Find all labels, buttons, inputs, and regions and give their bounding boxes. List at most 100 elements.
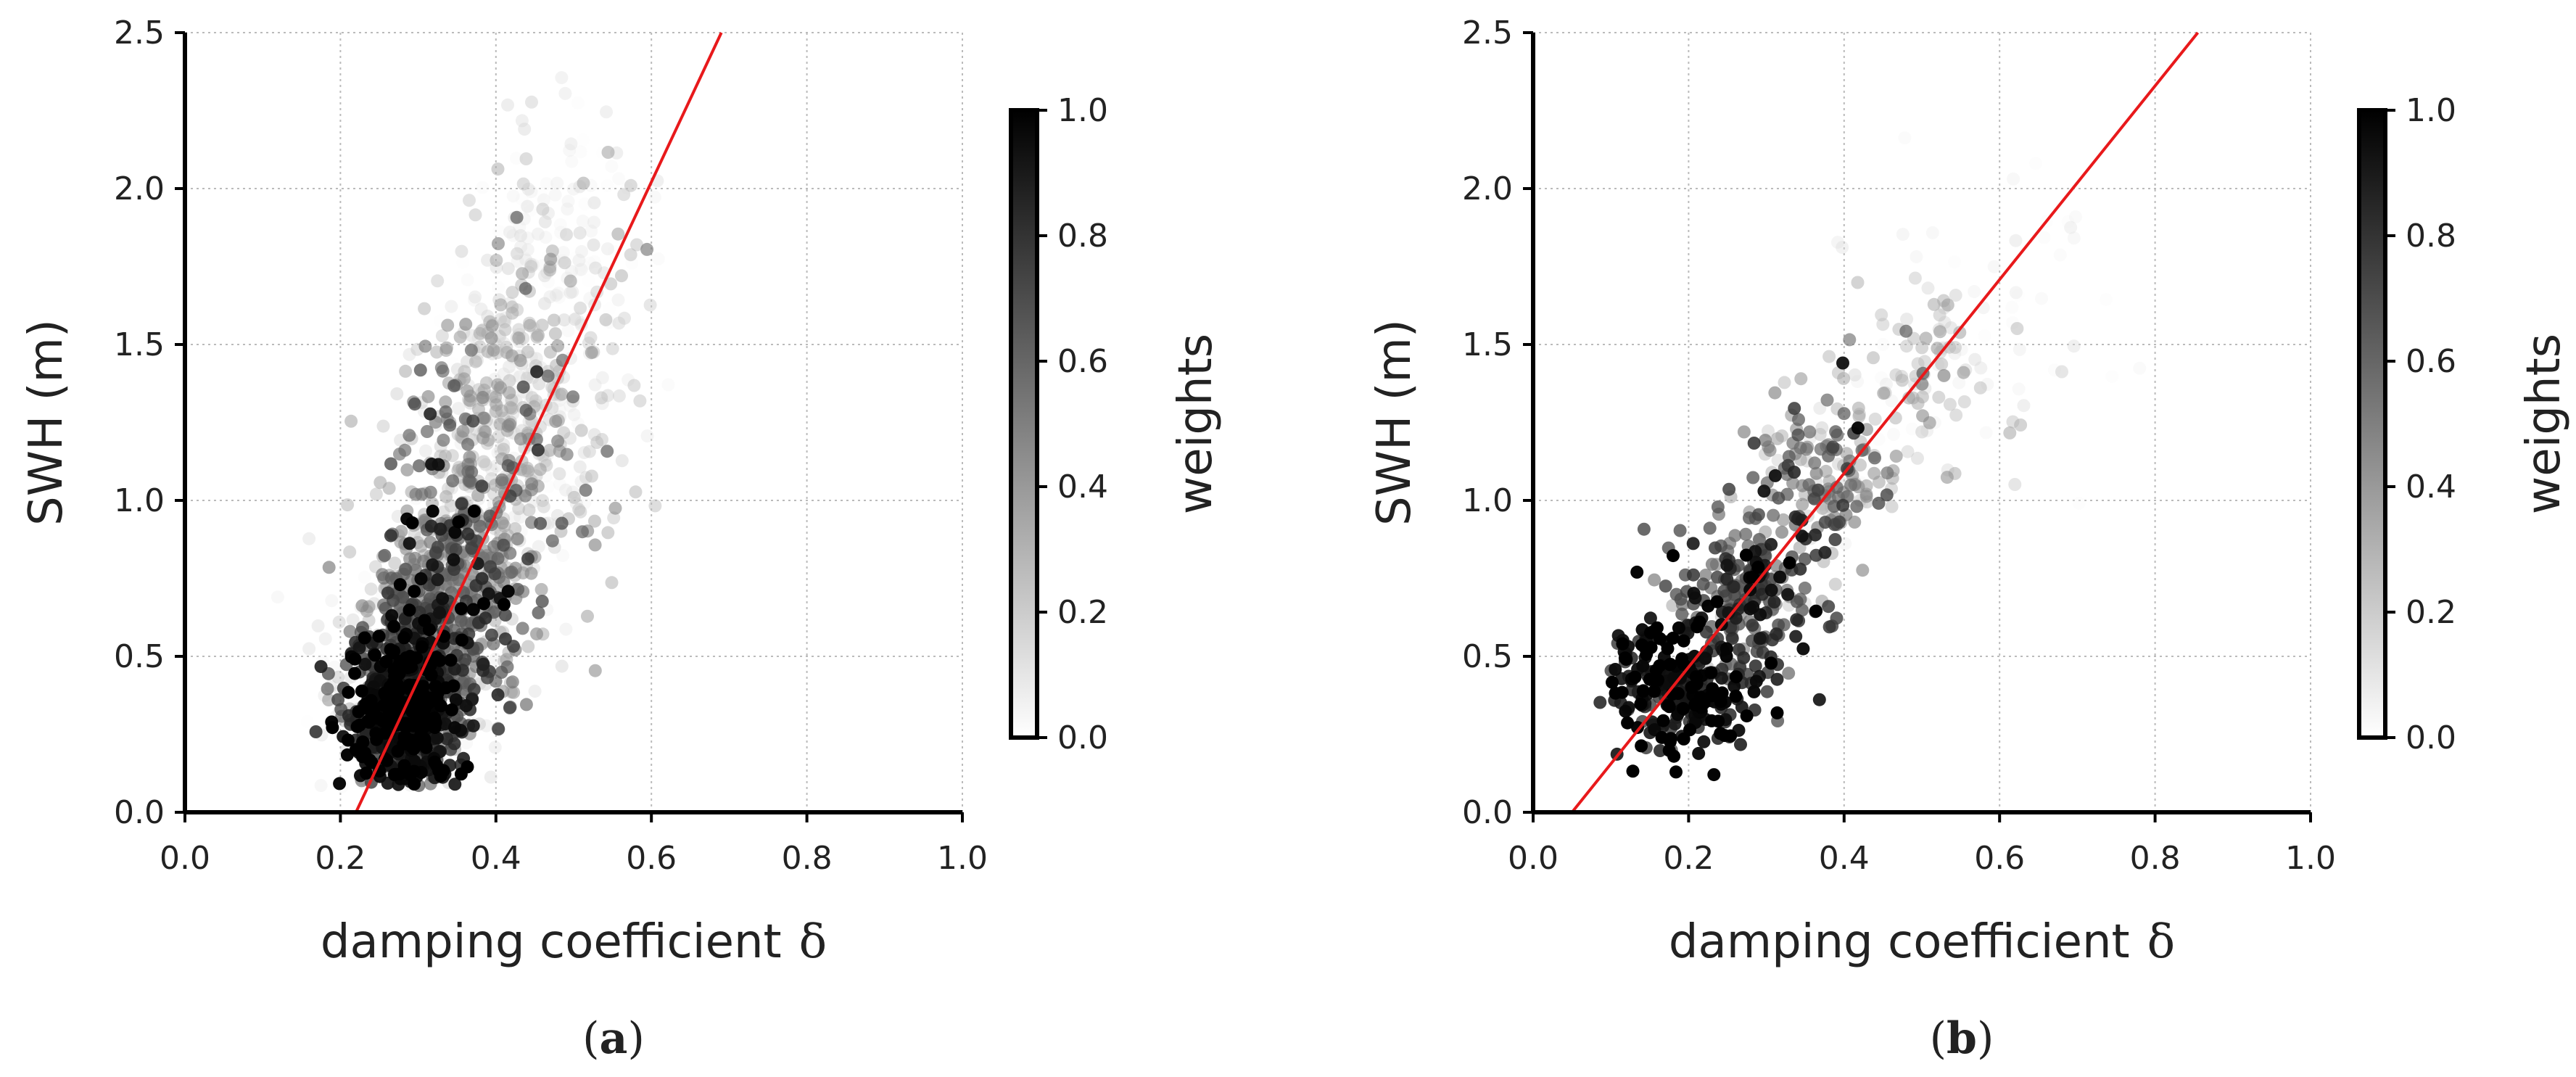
data-point [1900,313,1914,326]
data-point [622,373,635,387]
data-point [425,691,439,705]
data-point [1768,386,1782,400]
y-tick-label: 0.0 [114,794,165,831]
data-point [352,641,366,655]
data-point [1696,577,1710,591]
data-point [521,640,535,653]
data-point [537,500,550,513]
data-point [461,384,474,398]
data-point [424,668,438,682]
data-point [488,740,502,754]
data-point [570,311,584,325]
data-point [511,532,524,546]
data-point [2108,282,2122,296]
data-point [1867,351,1880,365]
data-point [1792,413,1805,426]
data-point [521,464,535,478]
data-point [461,437,475,451]
colorbar-tick-label: 0.6 [2406,343,2456,380]
data-point [495,666,508,679]
data-point [551,434,565,448]
data-point [585,224,598,238]
data-point [543,263,557,277]
data-point [540,177,553,191]
fit-line-a [355,32,723,813]
data-point [533,463,547,476]
data-point [1954,342,1968,356]
data-point [627,379,641,392]
data-point [1793,441,1807,455]
data-point [1798,552,1812,566]
data-point [1822,600,1836,614]
data-point [448,526,462,539]
data-point [1852,401,1865,415]
data-point [595,391,608,405]
data-point [577,446,591,460]
data-point [561,202,574,216]
data-point [521,552,534,566]
panel-letter-a: a [600,1013,628,1064]
data-point [2012,271,2026,284]
data-point [512,331,526,345]
data-point [1648,573,1661,587]
colorbar-label-b: weights [2517,334,2571,514]
data-point [1851,375,1865,389]
data-point [541,190,554,204]
data-point [426,504,439,518]
data-point [426,558,439,571]
data-point [479,611,492,625]
panel-b: 0.0 0.2 0.4 0.6 0.8 1.0 0.0 0.5 1.0 1.5 2.0 2.5 SWH… [1368,15,2571,1064]
data-point [467,504,481,518]
data-point [558,256,571,270]
data-point [1964,409,1977,423]
data-point [1828,533,1842,546]
data-point [484,331,498,345]
x-tick-label: 1.0 [937,840,988,877]
data-point [1777,513,1790,527]
data-point [1876,337,1890,351]
data-point [1739,527,1753,541]
data-point [1809,466,1823,480]
x-tick-label: 0.4 [471,840,521,877]
data-point [332,615,346,629]
data-point [2133,361,2147,375]
data-point [560,228,573,242]
data-point [511,255,524,268]
data-point [1760,685,1774,698]
data-point [1621,716,1635,730]
data-point [587,215,600,229]
data-point [1707,768,1721,782]
data-point [491,162,505,176]
data-point [516,622,529,635]
data-point [1790,595,1804,608]
data-point [498,608,512,622]
data-point [302,642,316,656]
data-point [2009,286,2023,300]
data-point [648,190,661,204]
data-point [2037,231,2051,244]
data-point [1919,331,1933,345]
data-point [553,403,566,416]
data-point [1872,496,1886,510]
data-point [1746,471,1760,484]
data-point [318,632,332,645]
data-point [493,203,507,217]
data-point [1753,632,1767,645]
data-point [1783,556,1796,570]
data-point [1933,308,1947,322]
data-point [1933,325,1947,339]
data-point [1868,412,1882,426]
data-point [1818,516,1832,529]
data-point [400,463,414,476]
data-point [555,260,569,273]
data-point [410,651,424,665]
y-tick-label: 1.5 [114,326,165,363]
data-point [408,585,421,598]
data-point [1690,620,1704,634]
data-point [559,483,573,497]
data-point [566,197,579,210]
data-point [1798,581,1812,595]
data-point [1722,606,1735,619]
data-point [437,433,450,447]
data-point [564,308,577,322]
